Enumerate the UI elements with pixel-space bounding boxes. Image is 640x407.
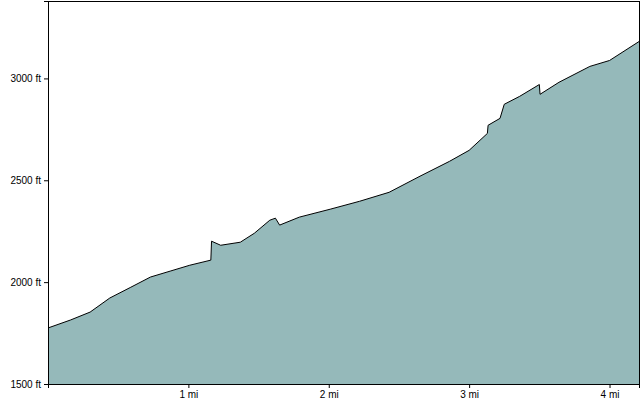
tick-mark — [44, 78, 48, 79]
tick-label: 2 mi — [320, 389, 339, 400]
tick: 2000 ft — [10, 277, 48, 288]
plot-frame — [48, 1, 639, 384]
tick: 3 mi — [460, 384, 479, 400]
tick-label: 1500 ft — [10, 379, 41, 390]
marks — [48, 42, 639, 384]
chart: 1 mi 2 mi 3 mi 4 mi 1500 ft 2000 ft 2500 ft 300… — [0, 0, 640, 407]
axis-line — [44, 2, 49, 385]
tick-label: 3 mi — [460, 389, 479, 400]
tick-label: 2000 ft — [10, 277, 41, 288]
tick-label: 4 mi — [601, 389, 620, 400]
tick: 1500 ft — [10, 379, 48, 390]
tick-mark — [44, 180, 48, 181]
tick: 3000 ft — [10, 73, 48, 84]
elevation-line — [48, 42, 639, 328]
y-axis: 1500 ft 2000 ft 2500 ft 3000 ft — [10, 2, 48, 390]
tick: 4 mi — [601, 384, 620, 400]
tick-mark — [610, 384, 611, 388]
tick-label: 1 mi — [179, 389, 198, 400]
tick-mark — [44, 282, 48, 283]
tick-label: 2500 ft — [10, 175, 41, 186]
tick: 1 mi — [179, 384, 198, 400]
tick: 2500 ft — [10, 175, 48, 186]
tick-label: 3000 ft — [10, 73, 41, 84]
plot: 1 mi 2 mi 3 mi 4 mi 1500 ft 2000 ft 2500 ft 300… — [10, 1, 639, 400]
tick-mark — [44, 384, 48, 385]
axis-line — [49, 385, 640, 389]
elevation-area — [48, 42, 639, 384]
tick-mark — [329, 384, 330, 388]
tick-mark — [469, 384, 470, 388]
tick: 2 mi — [320, 384, 339, 400]
x-axis: 1 mi 2 mi 3 mi 4 mi — [49, 384, 640, 400]
tick-mark — [188, 384, 189, 388]
